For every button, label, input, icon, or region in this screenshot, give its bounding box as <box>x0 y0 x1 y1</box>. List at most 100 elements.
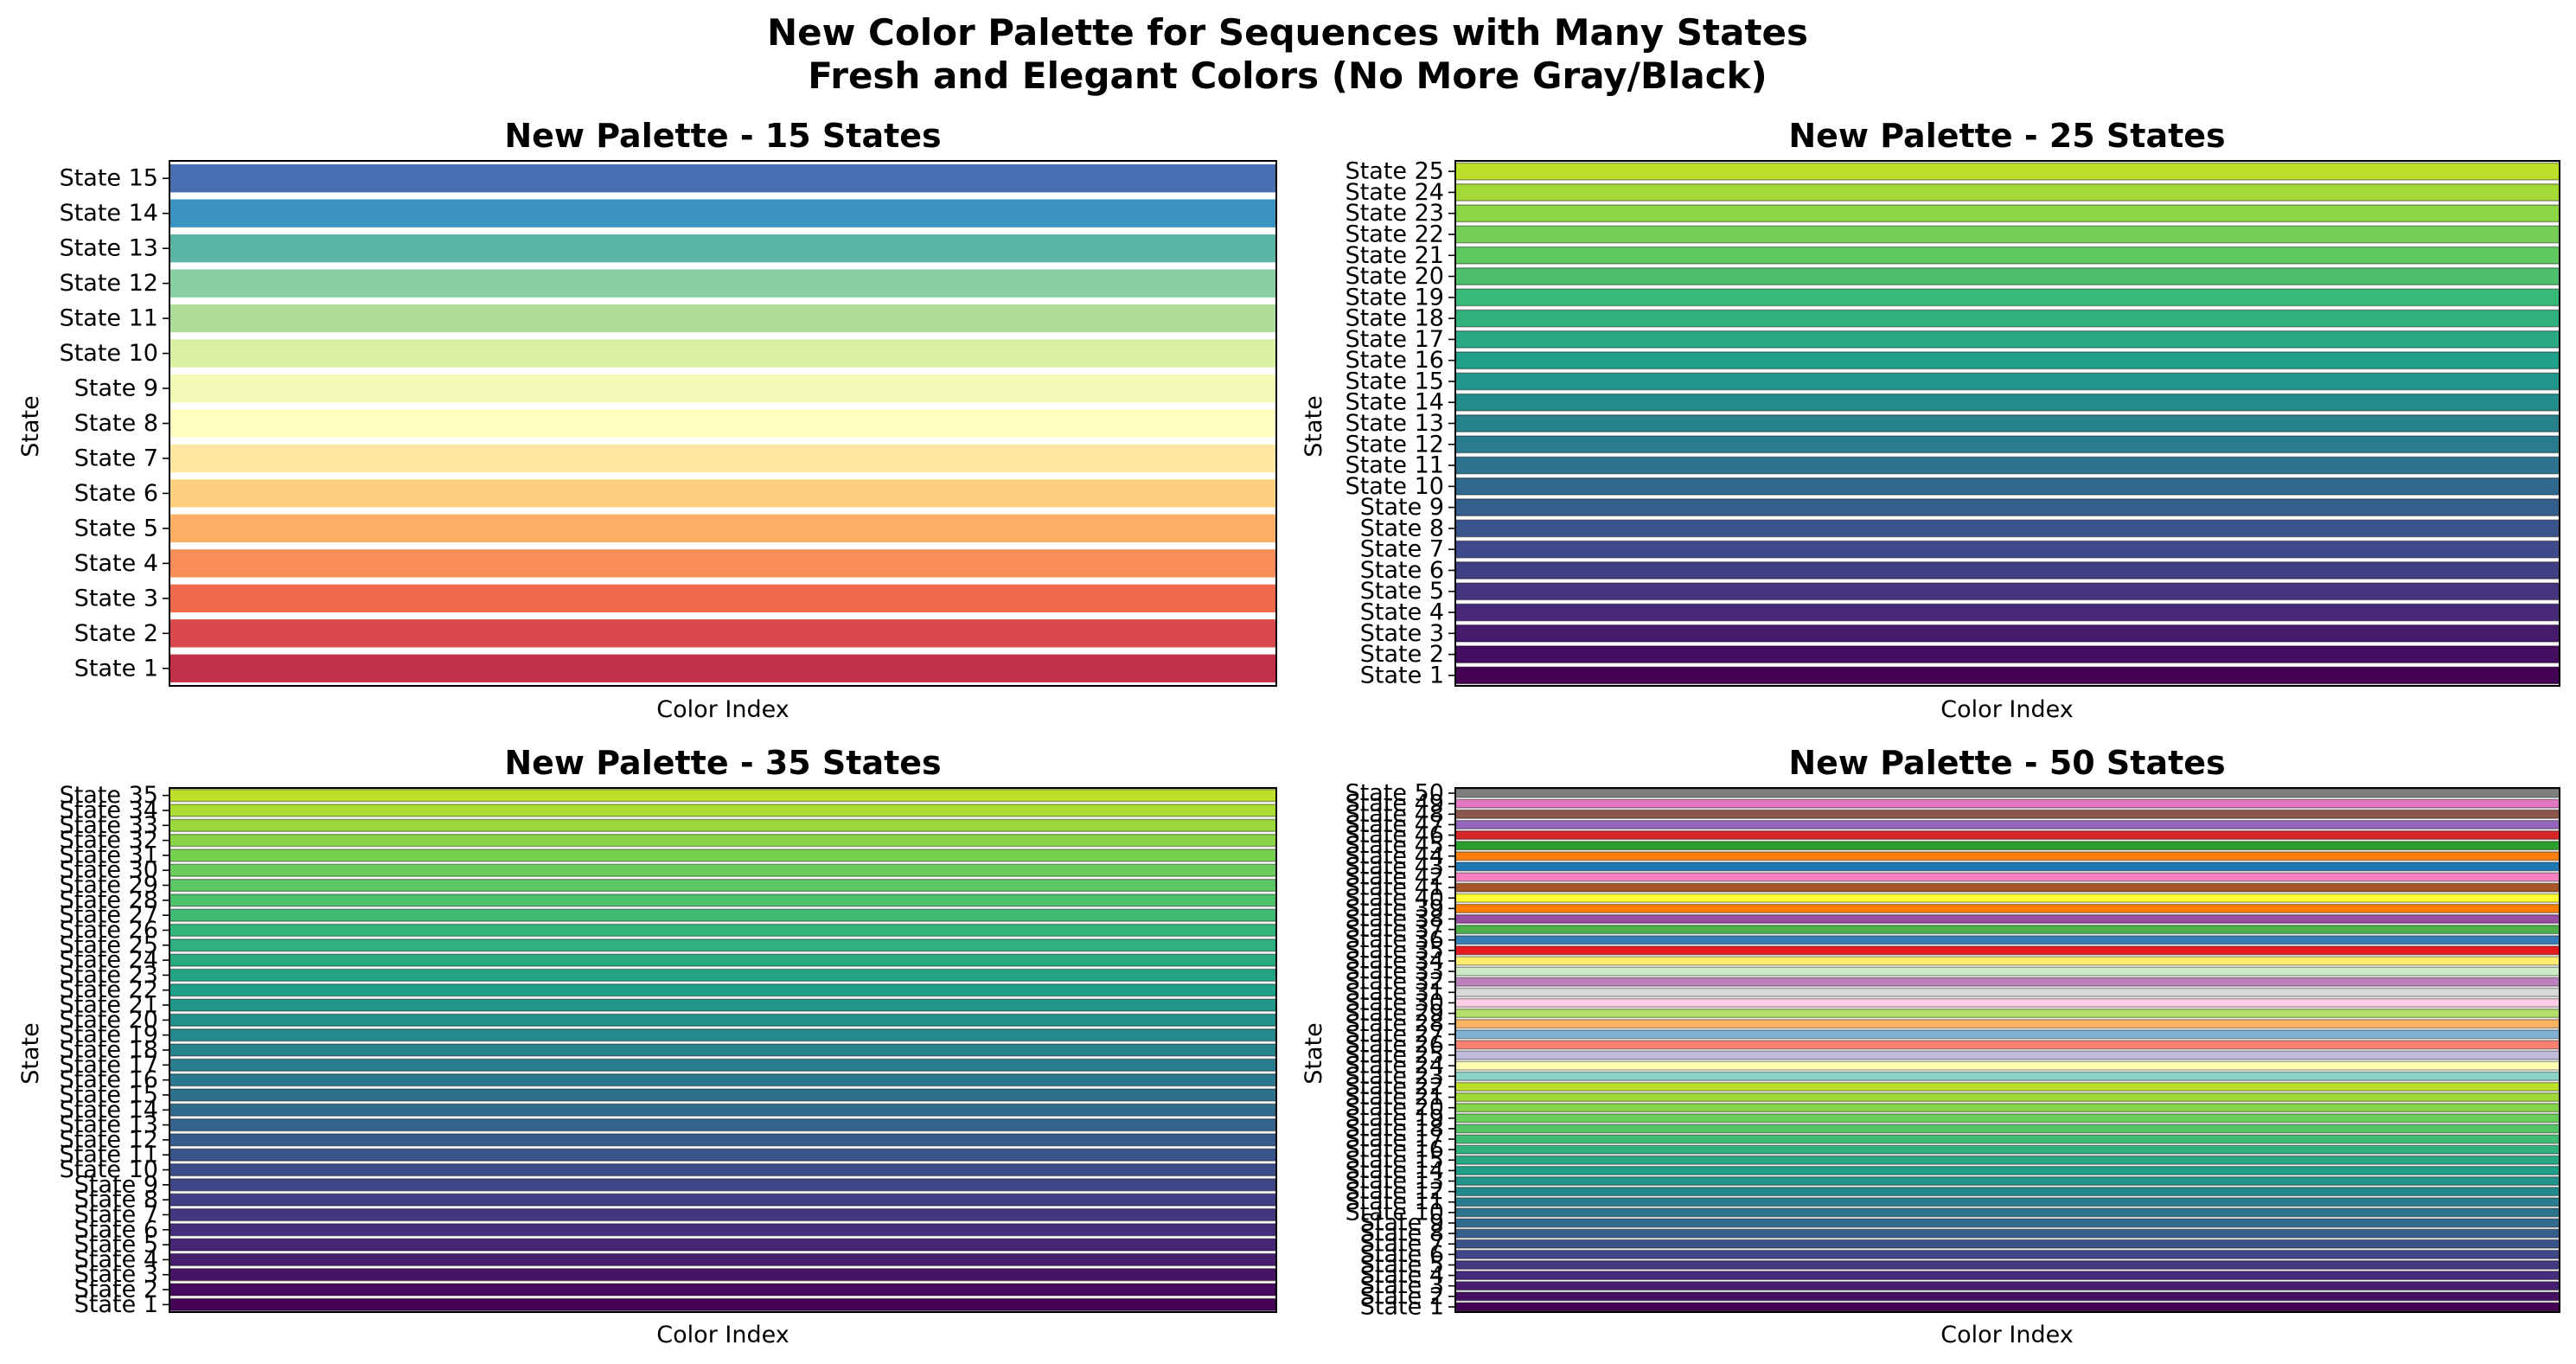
y-tick-label: State 43 <box>1346 853 1444 880</box>
y-tick-label: State 29 <box>1346 1000 1444 1027</box>
y-tick-label: State 41 <box>1346 874 1444 901</box>
bar-state-25 <box>1454 162 2560 181</box>
bar-state-22 <box>1454 225 2560 244</box>
bar-state-24 <box>1454 183 2560 202</box>
bar-state-32 <box>169 833 1277 848</box>
bar-state-20 <box>1454 1103 2560 1113</box>
bar-state-19 <box>169 1028 1277 1042</box>
y-tick-label: State 23 <box>60 962 158 989</box>
bar-state-35 <box>169 788 1277 803</box>
figure-suptitle-line-1: New Color Palette for Sequences with Man… <box>767 11 1808 54</box>
y-tick-label: State 11 <box>60 1142 158 1169</box>
bar-state-10 <box>169 1162 1277 1177</box>
bar-state-25 <box>169 938 1277 952</box>
bar-state-3 <box>1454 1281 2560 1291</box>
bar-state-28 <box>169 893 1277 907</box>
bar-state-6 <box>169 1223 1277 1237</box>
bar-state-12 <box>169 1133 1277 1147</box>
y-tick-label: State 20 <box>1346 1094 1444 1121</box>
bar-state-30 <box>1454 997 2560 1009</box>
y-tick-label: State 50 <box>1346 780 1444 807</box>
bar-state-4 <box>169 1252 1277 1267</box>
bar-state-3 <box>1454 624 2560 643</box>
bar-state-35 <box>1454 945 2560 956</box>
bar-state-13 <box>169 234 1276 263</box>
y-tick-label: State 12 <box>1346 431 1444 458</box>
y-tick-label: State 9 <box>74 375 158 402</box>
bar-state-25 <box>1454 1050 2560 1060</box>
y-tick-label: State 3 <box>1360 1272 1444 1299</box>
bar-state-24 <box>169 953 1277 967</box>
axes-frame <box>1454 787 2560 1313</box>
y-tick-label: State 13 <box>1346 410 1444 437</box>
bar-state-15 <box>169 164 1276 193</box>
y-tick-label: State 24 <box>1346 179 1444 206</box>
bar-state-11 <box>169 304 1276 333</box>
y-tick-label: State 30 <box>60 857 158 884</box>
bar-state-11 <box>1454 456 2560 475</box>
y-tick-label: State 21 <box>1346 242 1444 269</box>
y-tick-label: State 34 <box>60 797 158 823</box>
y-tick-label: State 2 <box>74 620 158 647</box>
y-tick-label: State 10 <box>1346 473 1444 500</box>
y-tick-label: State 15 <box>1346 1147 1444 1174</box>
bar-state-15 <box>1454 372 2560 391</box>
bar-state-6 <box>1454 561 2560 580</box>
y-tick-label: State 8 <box>1360 1220 1444 1247</box>
y-tick-label: State 4 <box>74 550 158 577</box>
bar-state-7 <box>169 444 1276 473</box>
bar-state-26 <box>1454 1040 2560 1050</box>
bar-state-33 <box>1454 966 2560 977</box>
panel-title: New Palette - 25 States <box>1788 117 2225 155</box>
y-tick-label: State 8 <box>1360 515 1444 541</box>
bar-state-17 <box>1454 1134 2560 1144</box>
bar-state-2 <box>1454 1291 2560 1302</box>
y-tick-label: State 1 <box>74 1291 158 1318</box>
y-tick-label: State 38 <box>1346 906 1444 932</box>
bar-state-44 <box>1454 851 2560 861</box>
y-tick-label: State 24 <box>60 947 158 974</box>
bar-state-23 <box>169 968 1277 983</box>
y-tick-label: State 8 <box>74 1187 158 1214</box>
bar-state-41 <box>1454 882 2560 893</box>
y-tick-label: State 6 <box>74 480 158 507</box>
y-tick-label: State 3 <box>74 1261 158 1288</box>
y-tick-label: State 29 <box>60 872 158 899</box>
bar-state-14 <box>1454 393 2560 412</box>
bar-state-3 <box>169 1268 1277 1282</box>
x-axis-label: Color Index <box>656 1322 789 1348</box>
bar-state-32 <box>1454 977 2560 987</box>
y-tick-label: State 9 <box>1360 1209 1444 1236</box>
y-tick-label: State 5 <box>1360 578 1444 605</box>
bar-state-42 <box>1454 872 2560 882</box>
bar-state-19 <box>1454 1113 2560 1124</box>
y-tick-label: State 32 <box>1346 969 1444 996</box>
y-tick-label: State 28 <box>60 887 158 913</box>
bar-state-16 <box>1454 1144 2560 1155</box>
bar-state-13 <box>169 1117 1277 1132</box>
y-tick-label: State 14 <box>60 200 158 227</box>
y-tick-label: State 4 <box>74 1246 158 1273</box>
y-tick-label: State 22 <box>1346 221 1444 247</box>
bar-state-45 <box>1454 841 2560 851</box>
y-tick-label: State 17 <box>1346 1126 1444 1153</box>
y-tick-label: State 35 <box>60 782 158 809</box>
bar-state-10 <box>169 339 1276 368</box>
bar-state-27 <box>1454 1029 2560 1040</box>
panel-15-states: New Palette - 15 States Color Index Stat… <box>17 117 1277 723</box>
y-tick-label: State 28 <box>1346 1010 1444 1037</box>
y-tick-label: State 42 <box>1346 864 1444 891</box>
bar-state-38 <box>1454 913 2560 925</box>
axes-frame <box>169 160 1277 687</box>
y-tick-label: State 23 <box>1346 1063 1444 1090</box>
y-tick-label: State 5 <box>74 515 158 541</box>
y-tick-label: State 8 <box>74 410 158 437</box>
y-tick-label: State 26 <box>60 917 158 944</box>
bar-state-10 <box>1454 1207 2560 1218</box>
bar-state-4 <box>169 549 1276 578</box>
bar-state-5 <box>1454 1259 2560 1271</box>
y-tick-label: State 14 <box>1346 1157 1444 1184</box>
bar-state-39 <box>1454 903 2560 913</box>
bar-state-31 <box>1454 987 2560 997</box>
y-tick-label: State 25 <box>60 932 158 958</box>
